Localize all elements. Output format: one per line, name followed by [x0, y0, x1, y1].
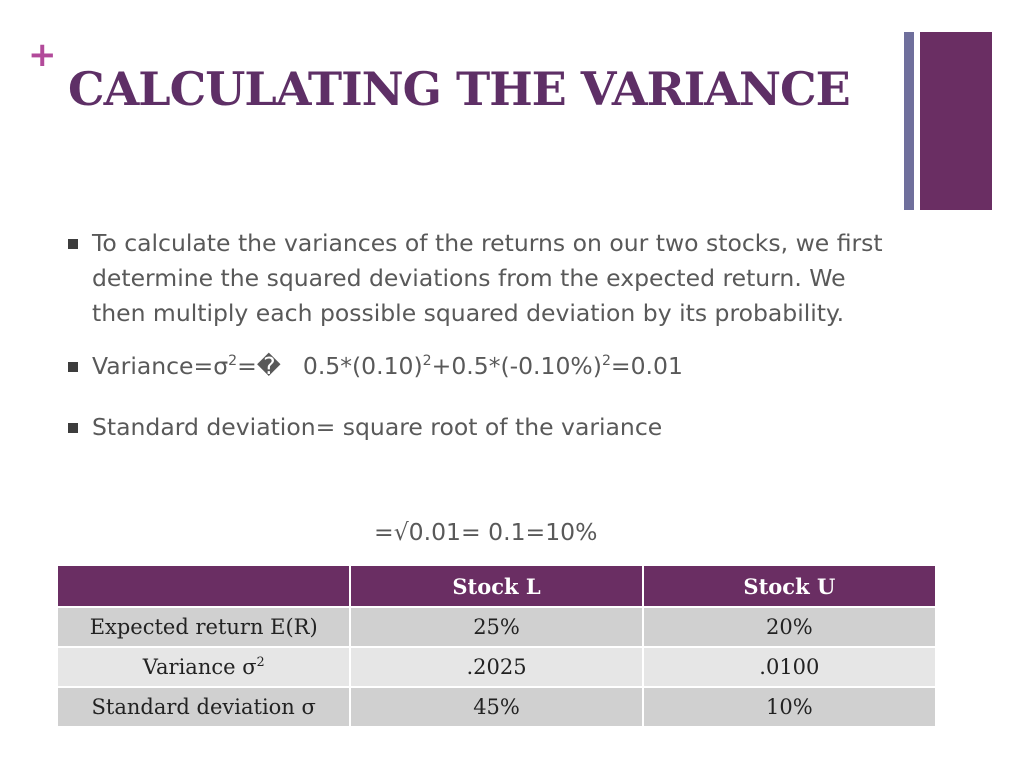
- bullet-list: To calculate the variances of the return…: [68, 226, 898, 445]
- exponent: 2: [228, 353, 238, 370]
- table-row: Expected return E(R) 25% 20%: [55, 606, 938, 648]
- bullet-standard-deviation: Standard deviation= square root of the v…: [68, 410, 898, 445]
- square-bullet-icon: [68, 239, 78, 249]
- formula-term-1: 0.5*(0.10): [302, 352, 423, 380]
- stock-l-value: 25%: [349, 606, 644, 648]
- row-label: Variance σ: [142, 655, 257, 679]
- row-label-sup: 2: [256, 654, 265, 669]
- stock-comparison-table: Stock L Stock U Expected return E(R) 25%…: [55, 564, 938, 728]
- exponent: 2: [601, 353, 611, 370]
- header-cell-stock-u: Stock U: [641, 564, 938, 608]
- row-label: Expected return E(R): [89, 615, 318, 639]
- bullet-text: To calculate the variances of the return…: [92, 229, 883, 327]
- formula-term-2: +0.5*(-0.10%): [431, 352, 602, 380]
- stock-u-value: .0100: [641, 646, 938, 688]
- bullet-variance-formula: Variance=σ2=� 0.5*(0.10)2+0.5*(-0.10%)2=0…: [68, 349, 898, 384]
- exponent: 2: [422, 353, 432, 370]
- stock-l-value: 45%: [349, 686, 644, 728]
- table-header-row: Stock L Stock U: [55, 564, 938, 608]
- plus-icon: +: [28, 35, 57, 75]
- stock-u-value: 10%: [641, 686, 938, 728]
- equals-symbol: =�: [237, 352, 281, 380]
- decorative-bar-thin: [904, 32, 914, 210]
- square-bullet-icon: [68, 362, 78, 372]
- row-label-cell: Variance σ2: [55, 646, 352, 688]
- table-row: Variance σ2 .2025 .0100: [55, 646, 938, 688]
- stock-l-value: .2025: [349, 646, 644, 688]
- bullet-variance-method: To calculate the variances of the return…: [68, 226, 898, 331]
- table-row: Standard deviation σ 45% 10%: [55, 686, 938, 728]
- sqrt-calculation: =√0.01= 0.1=10%: [374, 518, 598, 546]
- row-label-cell: Expected return E(R): [55, 606, 352, 648]
- row-label: Standard deviation σ: [91, 695, 316, 719]
- variance-label: Variance=σ: [92, 352, 229, 380]
- header-cell-stock-l: Stock L: [349, 564, 644, 608]
- formula-result: =0.01: [610, 352, 683, 380]
- decorative-bar-thick: [920, 32, 992, 210]
- square-bullet-icon: [68, 423, 78, 433]
- bullet-text: Standard deviation= square root of the v…: [92, 413, 663, 441]
- header-cell-empty: [55, 564, 352, 608]
- stock-u-value: 20%: [641, 606, 938, 648]
- row-label-cell: Standard deviation σ: [55, 686, 352, 728]
- slide-title: CALCULATING THE VARIANCE: [68, 62, 851, 116]
